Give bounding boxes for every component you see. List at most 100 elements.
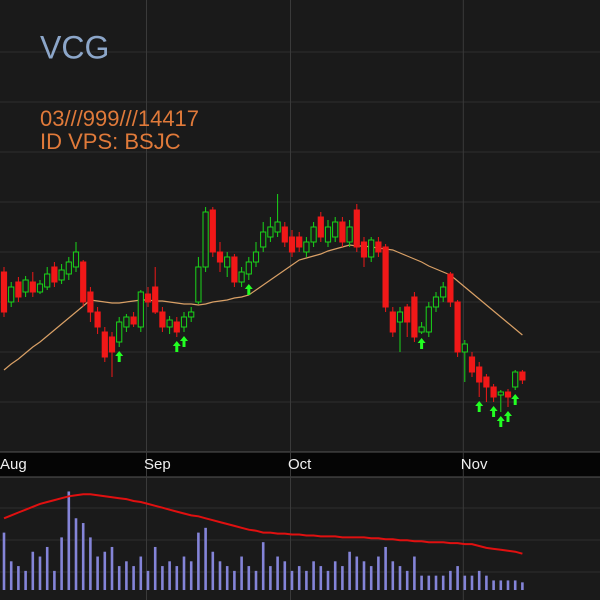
volume-bar	[427, 575, 431, 590]
x-tick-label: Oct	[288, 456, 312, 473]
candle-body	[303, 241, 310, 253]
buy-arrow	[496, 416, 505, 427]
buy-arrow	[244, 284, 253, 295]
candle-body	[195, 266, 202, 303]
volume-bar	[31, 551, 35, 590]
candle-body	[137, 291, 144, 328]
candle-body	[15, 281, 22, 298]
candle-body	[101, 331, 108, 358]
volume-bar	[434, 575, 438, 590]
buy-arrow	[504, 411, 512, 422]
candle-body	[0, 271, 8, 313]
x-tick-label: Sep	[144, 456, 171, 473]
volume-bar	[60, 537, 63, 590]
volume-bar	[276, 556, 279, 590]
volume-bar	[38, 556, 42, 590]
volume-bar	[521, 582, 524, 590]
candle-body	[404, 306, 411, 323]
candle-body	[389, 311, 396, 333]
volume-bar	[233, 570, 236, 590]
candle-body	[80, 261, 87, 303]
candle-body	[72, 251, 80, 268]
candle-body	[440, 286, 447, 298]
volume-bar	[240, 556, 243, 590]
candle-body	[382, 246, 389, 308]
candle-body	[468, 356, 476, 373]
volume-bar	[254, 570, 258, 590]
buy-arrow	[475, 401, 484, 412]
candle-body	[504, 391, 512, 398]
candle-body	[166, 319, 173, 328]
volume-bar	[218, 561, 222, 590]
volume-bar	[132, 566, 135, 590]
volume-bar	[225, 566, 229, 590]
volume-bar	[513, 580, 517, 590]
buy-arrow	[180, 336, 188, 347]
candle-body	[411, 296, 418, 338]
candle-body	[216, 251, 224, 263]
candle-body	[22, 279, 29, 293]
candle-body	[512, 371, 519, 388]
candle-body	[360, 241, 368, 258]
x-tick-label: Nov	[461, 456, 488, 473]
candle-body	[461, 343, 468, 353]
candle-body	[252, 251, 260, 263]
volume-bar	[125, 561, 128, 590]
volume-bar	[341, 566, 344, 590]
volume-bar	[211, 551, 215, 590]
candle-body	[108, 336, 116, 353]
volume-bar	[319, 566, 323, 590]
volume-bar	[197, 532, 200, 590]
volume-bar	[485, 575, 488, 590]
candle-body	[288, 236, 296, 253]
candle-body	[346, 226, 353, 243]
candle-body	[281, 226, 288, 243]
candle-body	[332, 221, 339, 238]
volume-bar	[146, 570, 150, 590]
volume-bar	[398, 566, 402, 590]
buy-arrow	[172, 341, 181, 352]
volume-bar	[362, 561, 366, 590]
candle-body	[375, 241, 382, 253]
volume-bar	[45, 546, 49, 590]
candle-body	[317, 216, 324, 238]
volume-bar	[103, 551, 107, 590]
candle-body	[152, 286, 159, 313]
volume-bar	[182, 556, 186, 590]
candle-body	[8, 286, 15, 303]
candle-body	[180, 316, 188, 328]
volume-bar	[175, 566, 179, 590]
volume-bar	[139, 556, 143, 590]
candle-body	[245, 261, 252, 275]
candle-body	[188, 311, 195, 318]
volume-bar	[369, 566, 373, 590]
candle-body	[353, 209, 360, 248]
candle-body	[418, 326, 425, 333]
volume-bar	[348, 551, 351, 590]
volume-bar	[492, 580, 495, 590]
volume-bar	[377, 556, 380, 590]
candle-body	[519, 371, 526, 381]
plot: Aug Sep Oct Nov	[0, 0, 526, 600]
volume-bar	[405, 570, 409, 590]
candle-body	[58, 269, 65, 281]
volume-bar	[189, 561, 193, 590]
candle-body	[432, 296, 440, 308]
candle-body	[209, 209, 216, 253]
volume-bar	[247, 566, 251, 590]
volume-bar	[67, 491, 71, 590]
volume-bar	[305, 570, 308, 590]
volume-bar	[204, 527, 207, 590]
candle-body	[44, 273, 51, 288]
candle-body	[274, 221, 281, 233]
candle-body	[65, 261, 72, 275]
time-axis	[0, 452, 600, 477]
volume-bar	[290, 570, 294, 590]
buy-arrow	[489, 406, 498, 417]
volume-bar	[413, 556, 416, 590]
volume-bar	[477, 570, 481, 590]
volume-bar	[81, 523, 85, 590]
candle-body	[324, 226, 332, 243]
volume-moving-average	[3, 493, 523, 555]
